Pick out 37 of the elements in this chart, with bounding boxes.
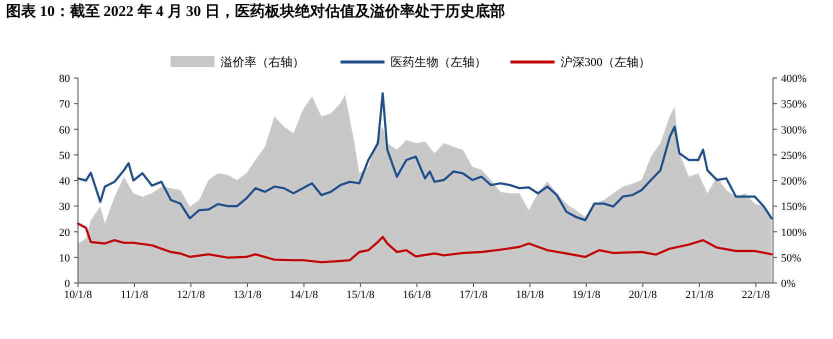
- legend-label: 沪深300（左轴）: [560, 55, 650, 69]
- x-tick-label: 15/1/8: [346, 289, 375, 301]
- x-tick-label: 21/1/8: [685, 289, 714, 301]
- y2-tick-label: 150%: [781, 201, 807, 214]
- x-tick-label: 16/1/8: [402, 289, 432, 301]
- y-tick-label: 30: [59, 201, 70, 214]
- y-tick-label: 80: [59, 73, 70, 85]
- y-tick-label: 70: [59, 98, 70, 111]
- x-tick-label: 19/1/8: [572, 289, 601, 301]
- x-tick-label: 12/1/8: [176, 289, 206, 301]
- x-tick-label: 22/1/8: [742, 289, 770, 301]
- line-series: [76, 222, 773, 264]
- y2-tick-label: 400%: [781, 73, 807, 85]
- chart-title: 图表 10：截至 2022 年 4 月 30 日，医药板块绝对估值及溢价率处于历史底部: [6, 2, 505, 20]
- y2-tick-label: 300%: [781, 124, 807, 136]
- legend-label: 溢价率（右轴）: [220, 55, 304, 69]
- y2-tick-label: 250%: [781, 150, 807, 162]
- y-tick-label: 10: [59, 252, 70, 264]
- y-tick-label: 50: [59, 150, 70, 162]
- y2-tick-label: 350%: [781, 98, 807, 111]
- y2-tick-label: 50%: [781, 252, 802, 264]
- x-tick-label: 13/1/8: [233, 289, 262, 301]
- y-tick-label: 0: [64, 278, 70, 290]
- y-tick-label: 20: [59, 226, 70, 239]
- x-tick-label: 14/1/8: [290, 289, 318, 301]
- legend-label: 医药生物（左轴）: [390, 55, 486, 69]
- line-series: [76, 92, 773, 222]
- y2-tick-label: 100%: [781, 226, 807, 239]
- x-tick-label: 10/1/8: [64, 289, 93, 301]
- y-tick-label: 40: [59, 176, 70, 188]
- x-tick-label: 17/1/8: [459, 289, 488, 301]
- x-tick-label: 18/1/8: [516, 289, 544, 301]
- y2-tick-label: 200%: [781, 176, 807, 188]
- y2-tick-label: 0%: [781, 278, 796, 290]
- x-tick-label: 20/1/8: [628, 289, 658, 301]
- y-tick-label: 60: [59, 124, 70, 136]
- x-tick-label: 11/1/8: [120, 289, 149, 301]
